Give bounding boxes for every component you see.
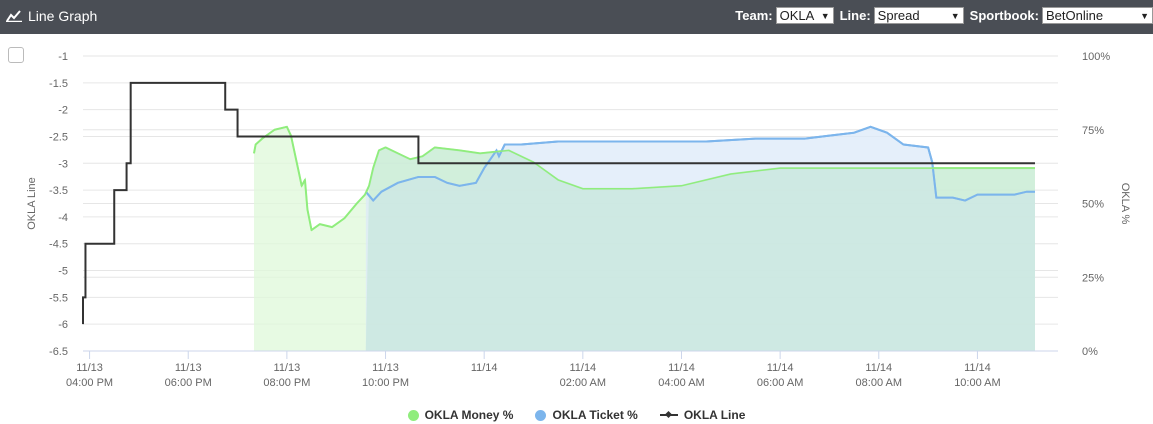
header-bar: Line Graph Team: OKLA ▼ Line: Spread ▼ S… <box>0 0 1153 34</box>
legend-item-line[interactable]: OKLA Line <box>659 408 746 422</box>
x-tick-label-time: 10:00 PM <box>362 377 409 389</box>
chart-menu-checkbox[interactable] <box>8 47 24 63</box>
series-line-ticket-top <box>365 125 1035 203</box>
y-right-tick-label: 25% <box>1082 272 1104 284</box>
x-tick-label-date: 11/14 <box>767 362 794 374</box>
x-tick-label-date: 11/14 <box>668 362 695 374</box>
y-left-tick-label: -4 <box>58 212 68 224</box>
y-left-tick-label: -2 <box>58 105 68 117</box>
line-graph-icon <box>6 10 22 22</box>
legend-swatch-ticket <box>535 409 547 421</box>
y-left-tick-label: -1 <box>58 51 68 63</box>
legend-item-ticket[interactable]: OKLA Ticket % <box>535 408 638 422</box>
y-right-tick-label: 100% <box>1082 51 1110 63</box>
x-tick-label-date: 11/14 <box>569 362 596 374</box>
page-title: Line Graph <box>28 8 98 24</box>
area-overlap <box>365 147 1035 351</box>
x-tick-label-date: 11/13 <box>274 362 301 374</box>
y-left-tick-label: -1.5 <box>49 78 68 90</box>
x-tick-label-date: 11/13 <box>76 362 103 374</box>
legend-item-money[interactable]: OKLA Money % <box>407 408 514 422</box>
y-left-tick-label: -4.5 <box>49 239 68 251</box>
y-left-tick-label: -6 <box>58 319 68 331</box>
x-tick-label-date: 11/13 <box>175 362 202 374</box>
y-left-tick-label: -6.5 <box>49 346 68 358</box>
x-tick-label-time: 04:00 AM <box>658 377 704 389</box>
legend-label-ticket: OKLA Ticket % <box>552 408 638 422</box>
team-label: Team: <box>735 8 773 23</box>
series-line-money-top <box>253 125 1035 232</box>
x-tick-label-time: 06:00 PM <box>165 377 212 389</box>
chevron-down-icon: ▼ <box>1140 10 1149 21</box>
x-tick-label-date: 11/14 <box>865 362 892 374</box>
line-label: Line: <box>839 8 871 23</box>
series-line-okla-line <box>82 81 1035 325</box>
legend-swatch-line <box>659 414 678 416</box>
y-right-tick-label: 50% <box>1082 199 1104 211</box>
x-tick-label-date: 11/14 <box>964 362 991 374</box>
x-tick-label-date: 11/13 <box>372 362 399 374</box>
chevron-down-icon: ▼ <box>820 10 830 21</box>
y-right-axis-title: OKLA % <box>1119 183 1131 225</box>
sportbook-select[interactable]: BetOnline ▼ <box>1042 7 1153 24</box>
y-left-tick-label: -2.5 <box>49 131 68 143</box>
x-tick-label-time: 08:00 AM <box>856 377 902 389</box>
y-right-tick-label: 0% <box>1082 346 1098 358</box>
sportbook-select-value: BetOnline <box>1046 8 1104 23</box>
team-select-value: OKLA <box>779 8 815 23</box>
team-select[interactable]: OKLA ▼ <box>775 7 834 24</box>
legend-label-line: OKLA Line <box>683 408 746 422</box>
x-tick-label-time: 06:00 AM <box>757 377 803 389</box>
legend-swatch-money <box>407 409 419 421</box>
y-left-tick-label: -5 <box>58 266 68 278</box>
x-tick-label-time: 04:00 PM <box>66 377 113 389</box>
x-tick-label-time: 08:00 PM <box>263 377 310 389</box>
header-title: Line Graph <box>6 8 97 24</box>
sportbook-label: Sportbook: <box>969 8 1039 23</box>
legend-label-money: OKLA Money % <box>424 408 514 422</box>
y-right-tick-label: 75% <box>1082 125 1104 137</box>
chart-legend: OKLA Money % OKLA Ticket % OKLA Line <box>0 408 1153 422</box>
line-select-value: Spread <box>877 8 920 23</box>
x-tick-label-time: 10:00 AM <box>954 377 1000 389</box>
y-left-tick-label: -3 <box>58 158 68 170</box>
filter-controls: Team: OKLA ▼ Line: Spread ▼ Sportbook: B… <box>729 7 1153 24</box>
y-left-axis-title: OKLA Line <box>26 177 38 230</box>
line-chart: -1 -1.5 -2 -2.5 -3 -3.5 -4 -4.5 -5 -5.5 -6 -6.5 0% 25… <box>26 51 1131 389</box>
x-tick-label-date: 11/14 <box>471 362 498 374</box>
chevron-down-icon: ▼ <box>950 10 960 21</box>
y-left-tick-label: -3.5 <box>49 185 68 197</box>
line-select[interactable]: Spread ▼ <box>873 7 964 24</box>
y-left-tick-label: -5.5 <box>49 292 68 304</box>
x-tick-label-time: 02:00 AM <box>560 377 606 389</box>
